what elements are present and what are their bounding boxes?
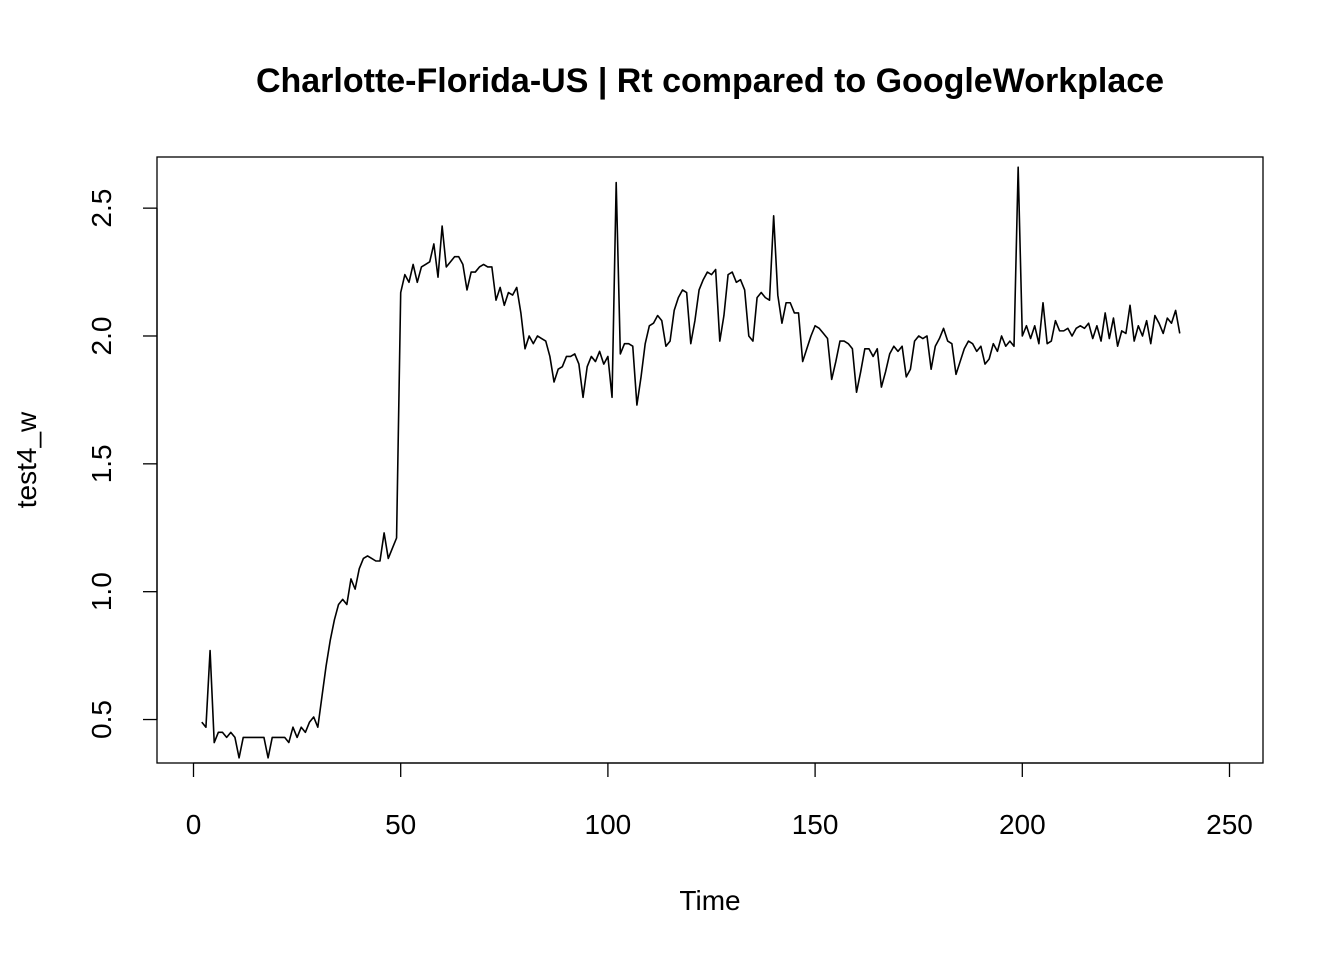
x-tick-label: 150: [792, 809, 839, 840]
x-axis-title: Time: [679, 885, 740, 916]
x-tick-label: 0: [186, 809, 202, 840]
y-axis-title: test4_w: [11, 411, 42, 508]
x-tick-label: 200: [999, 809, 1046, 840]
y-tick-label: 1.5: [86, 444, 117, 483]
chart-title: Charlotte-Florida-US | Rt compared to Go…: [256, 62, 1164, 100]
plot-frame: [156, 156, 1264, 764]
y-tick-label: 0.5: [86, 700, 117, 739]
y-tick-label: 1.0: [86, 572, 117, 611]
y-tick-label: 2.5: [86, 189, 117, 228]
x-tick-label: 50: [385, 809, 416, 840]
x-tick-label: 250: [1206, 809, 1253, 840]
y-tick-label: 2.0: [86, 317, 117, 356]
y-axis: 0.5 1.0 1.5 2.0 2.5: [86, 189, 158, 739]
x-axis: 0 50 100 150 200 250: [186, 762, 1253, 840]
series-points: [201, 166, 1181, 759]
series-line: [201, 166, 1181, 759]
x-tick-label: 100: [585, 809, 632, 840]
